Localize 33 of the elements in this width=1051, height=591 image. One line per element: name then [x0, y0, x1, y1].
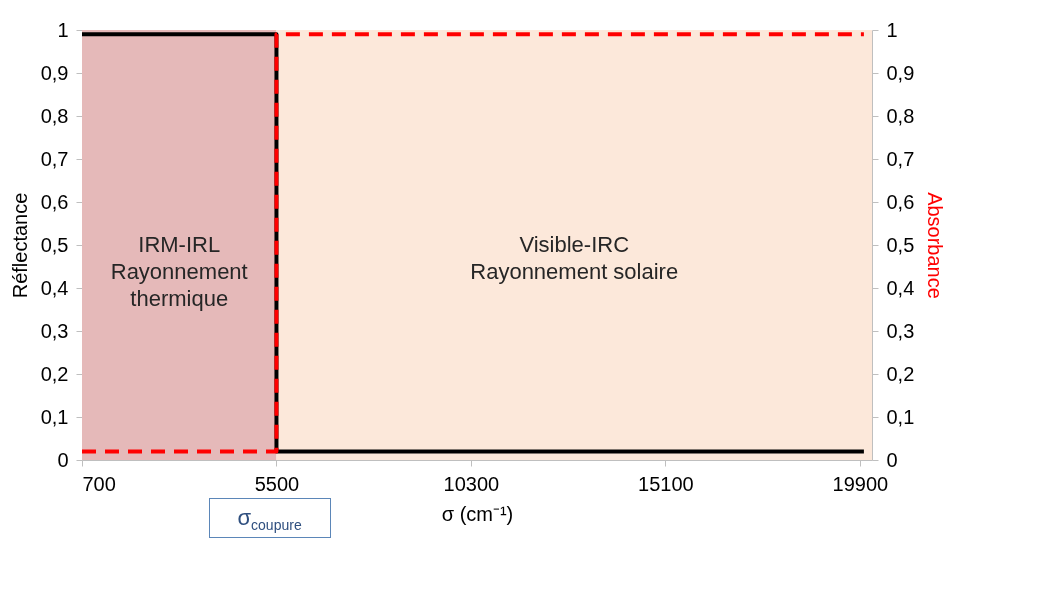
y2-tick-label: 0,2: [886, 362, 915, 385]
y2-tick-label: 1: [886, 18, 898, 41]
y2-tick-label: 0,3: [886, 319, 915, 342]
y2-axis-title: Absorbance: [924, 192, 947, 299]
text-box: σ$_{coupure}$: [208, 498, 331, 539]
y-tick-label: 0,5: [40, 233, 69, 256]
y2-tick-label: 0,1: [886, 405, 915, 428]
y2-tick-label: 0: [886, 448, 898, 471]
y-tick-label: 0,6: [40, 190, 69, 213]
y-tick-label: 1: [57, 18, 69, 41]
y-tick-label: 0: [57, 448, 69, 471]
y-tick-label: 0,3: [40, 319, 69, 342]
y2-tick-label: 0,5: [886, 233, 915, 256]
y-tick-label: 0,9: [40, 61, 69, 84]
y-tick-label: 0,8: [40, 104, 69, 127]
y-tick-label: 0,2: [40, 362, 69, 385]
y-tick-label: 0,4: [40, 276, 69, 299]
y2-tick-label: 0,8: [886, 104, 915, 127]
y2-tick-label: 0,4: [886, 276, 915, 299]
y2-tick-label: 0,7: [886, 147, 915, 170]
x-tick-label: 700: [82, 472, 116, 495]
x-tick-label: 15100: [638, 472, 694, 495]
x-tick-label: 5500: [254, 472, 300, 495]
band-label: Visible-IRC Rayonnement solaire: [470, 232, 679, 284]
x-tick-label: 10300: [443, 472, 500, 495]
y-axis-title: Réflectance: [8, 192, 31, 299]
y-tick-label: 0,7: [40, 147, 69, 170]
x-tick-label: 19900: [832, 472, 889, 495]
y2-tick-label: 0,6: [886, 190, 915, 213]
x-axis-title: σ (cm⁻¹): [441, 502, 514, 525]
y2-tick-label: 0,9: [886, 61, 915, 84]
y-tick-label: 0,1: [40, 405, 69, 428]
band-label: IRM-IRL Rayonnement thermique: [110, 232, 248, 311]
